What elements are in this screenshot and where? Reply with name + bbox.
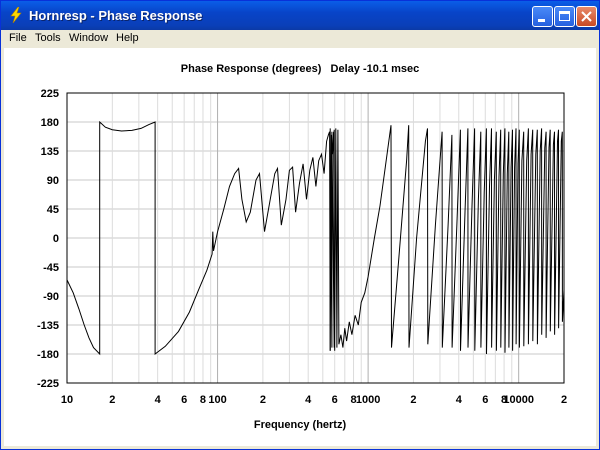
- chart-grid: [66, 92, 565, 384]
- y-tick-label: 45: [47, 204, 59, 216]
- x-tick-label: 6: [482, 394, 488, 406]
- y-tick-label: 135: [41, 146, 59, 158]
- minimize-button[interactable]: [532, 6, 553, 27]
- phase-series-line: [329, 128, 335, 351]
- x-tick-label: 2: [109, 394, 115, 406]
- chart-title: Phase Response (degrees) Delay -10.1 mse…: [180, 63, 420, 75]
- plot-frame: [66, 92, 565, 384]
- menu-help[interactable]: Help: [116, 32, 139, 44]
- y-tick-label: 180: [41, 117, 59, 129]
- x-tick-label: 1000: [356, 394, 380, 406]
- y-tick-label: -90: [43, 291, 59, 303]
- lightning-app-icon: [10, 7, 22, 23]
- close-icon: [581, 11, 592, 22]
- y-tick-label: -45: [43, 262, 59, 274]
- x-tick-label: 2: [561, 394, 567, 406]
- x-tick-label: 2: [260, 394, 266, 406]
- y-tick-label: -180: [37, 349, 59, 361]
- menu-file[interactable]: File: [9, 32, 27, 44]
- x-tick-label: 8: [501, 394, 507, 406]
- minimize-icon: [538, 19, 545, 22]
- plot-panel: [4, 48, 596, 446]
- y-tick-label: -135: [37, 320, 59, 332]
- phase-series-line: [66, 120, 565, 356]
- y-tick-label: 90: [47, 175, 59, 187]
- x-tick-label: 4: [305, 394, 312, 406]
- x-tick-label: 8: [350, 394, 356, 406]
- window-title: Hornresp - Phase Response: [29, 8, 203, 23]
- close-button[interactable]: [576, 6, 597, 27]
- x-tick-label: 6: [181, 394, 187, 406]
- x-tick-label: 100: [208, 394, 226, 406]
- menu-window[interactable]: Window: [69, 32, 109, 44]
- maximize-button[interactable]: [554, 6, 575, 27]
- x-tick-label: 8: [200, 394, 206, 406]
- y-tick-label: 225: [41, 88, 59, 100]
- menu-tools[interactable]: Tools: [35, 32, 61, 44]
- x-tick-label: 10000: [503, 394, 534, 406]
- title-bar[interactable]: Hornresp - Phase Response: [1, 1, 599, 30]
- x-tick-label: 4: [155, 394, 162, 406]
- x-tick-label: 4: [456, 394, 463, 406]
- y-tick-labels: 225 180 135 90 45 0 -45 -90 -135 -180 -225: [37, 88, 59, 390]
- menu-bar: File Tools Window Help: [1, 30, 599, 48]
- y-tick-label: 0: [53, 233, 59, 245]
- series-lines: [66, 120, 565, 356]
- y-tick-label: -225: [37, 378, 59, 390]
- x-tick-label: 2: [410, 394, 416, 406]
- maximize-icon: [559, 11, 570, 21]
- x-axis-label: Frequency (hertz): [253, 419, 347, 431]
- x-tick-label: 10: [61, 394, 73, 406]
- x-tick-label: 6: [332, 394, 338, 406]
